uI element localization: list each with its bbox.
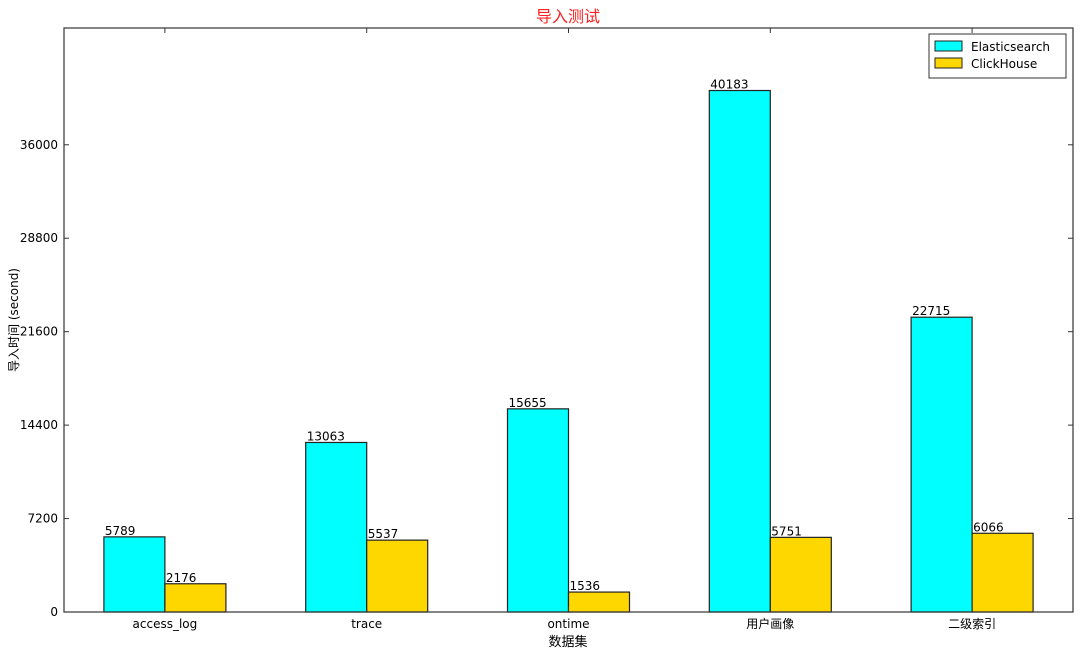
x-tick-label: trace bbox=[351, 617, 382, 631]
legend-label: Elasticsearch bbox=[971, 40, 1050, 54]
x-tick-label: ontime bbox=[547, 617, 589, 631]
bar-elasticsearch-0 bbox=[103, 536, 166, 613]
data-label: 2176 bbox=[166, 571, 197, 585]
y-tick-label: 36000 bbox=[20, 138, 58, 152]
data-label: 1536 bbox=[570, 579, 601, 593]
chart-title: 导入测试 bbox=[536, 7, 600, 26]
data-label: 15655 bbox=[509, 396, 547, 410]
data-label: 40183 bbox=[710, 78, 748, 92]
bar-elasticsearch-1 bbox=[305, 441, 368, 613]
bar-clickhouse-2 bbox=[567, 591, 631, 613]
y-tick-label: 21600 bbox=[20, 325, 58, 339]
bar-clickhouse-4 bbox=[971, 532, 1034, 613]
data-label: 22715 bbox=[912, 304, 950, 318]
legend: Elasticsearch ClickHouse bbox=[928, 33, 1067, 79]
data-label: 5789 bbox=[105, 524, 136, 538]
x-tick-label: 用户画像 bbox=[746, 616, 794, 631]
data-label: 6066 bbox=[973, 520, 1004, 534]
data-label: 5751 bbox=[771, 524, 802, 538]
plot-area: 5789 13063 15655 40183 22715 2176 5537 1536 5751… bbox=[20, 27, 1074, 631]
bar-elasticsearch-4 bbox=[910, 316, 973, 613]
data-label: 13063 bbox=[307, 429, 345, 443]
x-tick-label: 二级索引 bbox=[948, 617, 996, 631]
x-tick-label: access_log bbox=[133, 617, 198, 631]
legend-swatch bbox=[934, 57, 963, 69]
y-axis-label: 导入时间 (second) bbox=[7, 268, 21, 372]
bar-clickhouse-1 bbox=[366, 539, 429, 613]
x-axis-label: 数据集 bbox=[548, 634, 587, 650]
legend-label: ClickHouse bbox=[971, 57, 1037, 71]
bar-elasticsearch-2 bbox=[506, 408, 570, 613]
bar-clickhouse-0 bbox=[164, 583, 227, 613]
y-tick-label: 0 bbox=[50, 605, 58, 619]
y-tick-label: 28800 bbox=[20, 231, 58, 245]
legend-swatch bbox=[934, 40, 963, 52]
y-tick-label: 7200 bbox=[27, 512, 58, 526]
bar-clickhouse-3 bbox=[769, 536, 832, 613]
data-label: 5537 bbox=[368, 527, 399, 541]
y-tick-label: 14400 bbox=[20, 418, 58, 432]
bar-elasticsearch-3 bbox=[708, 89, 771, 613]
